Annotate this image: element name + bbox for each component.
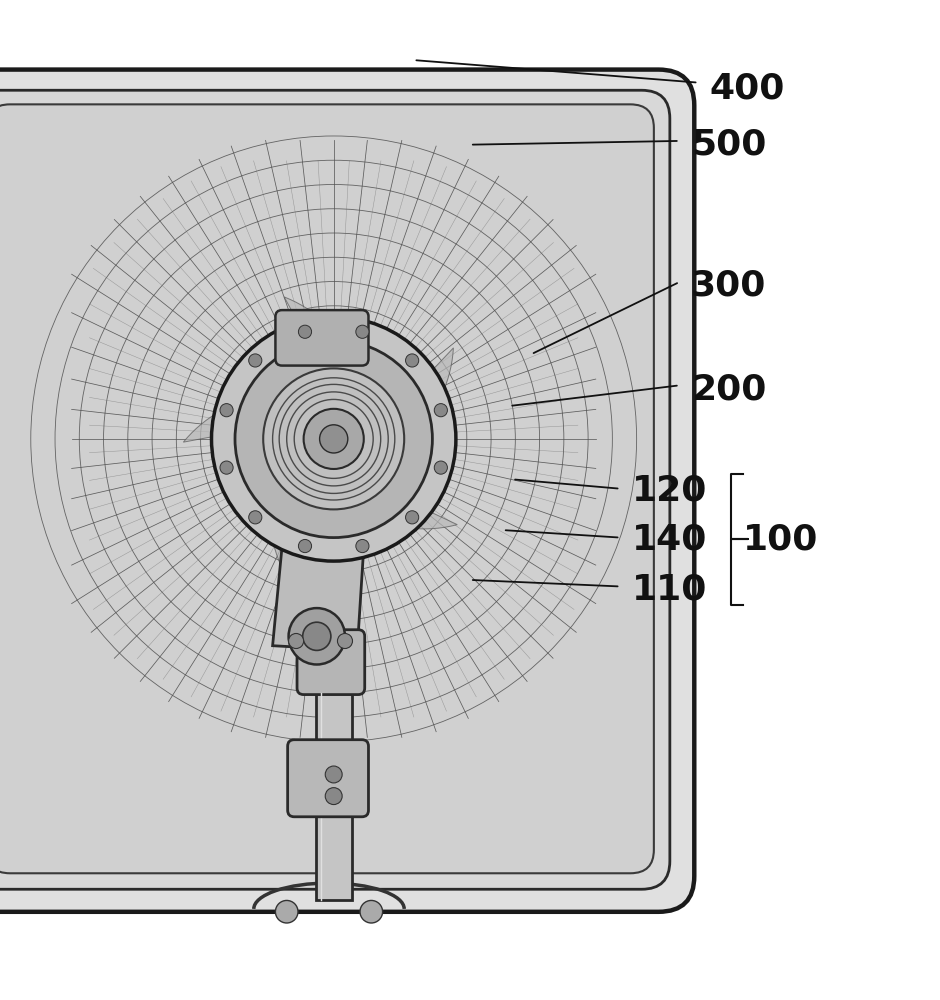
Circle shape [405, 511, 418, 524]
Circle shape [337, 633, 352, 649]
Text: 140: 140 [632, 522, 707, 556]
Circle shape [212, 317, 456, 561]
Text: 110: 110 [632, 572, 707, 606]
Text: 500: 500 [691, 128, 766, 162]
Circle shape [275, 900, 298, 923]
Polygon shape [352, 348, 453, 446]
Circle shape [356, 539, 369, 553]
Circle shape [298, 325, 311, 338]
Circle shape [320, 425, 348, 453]
Circle shape [325, 788, 342, 805]
Circle shape [303, 622, 331, 650]
FancyBboxPatch shape [288, 740, 368, 817]
Circle shape [220, 404, 233, 417]
Text: 400: 400 [710, 71, 785, 105]
Circle shape [235, 340, 432, 538]
FancyBboxPatch shape [0, 90, 670, 889]
FancyBboxPatch shape [297, 630, 365, 695]
Circle shape [263, 368, 404, 509]
Text: 120: 120 [632, 474, 707, 508]
Circle shape [405, 354, 418, 367]
Bar [316, 693, 352, 900]
Circle shape [304, 409, 364, 469]
Circle shape [249, 511, 262, 524]
Text: 100: 100 [743, 522, 818, 556]
FancyBboxPatch shape [0, 104, 654, 873]
Circle shape [434, 404, 447, 417]
Text: 200: 200 [691, 372, 766, 406]
Circle shape [289, 608, 345, 664]
Circle shape [360, 900, 383, 923]
Circle shape [220, 461, 233, 474]
Circle shape [249, 354, 262, 367]
Circle shape [356, 325, 369, 338]
Circle shape [298, 539, 311, 553]
FancyBboxPatch shape [0, 70, 695, 912]
Circle shape [325, 766, 342, 783]
Text: 300: 300 [691, 269, 766, 303]
Polygon shape [273, 547, 364, 650]
Polygon shape [0, 867, 557, 900]
Polygon shape [183, 399, 321, 442]
FancyBboxPatch shape [275, 310, 368, 366]
Circle shape [289, 633, 304, 649]
Circle shape [434, 461, 447, 474]
Polygon shape [335, 458, 457, 529]
Polygon shape [284, 297, 355, 423]
Polygon shape [271, 446, 316, 583]
